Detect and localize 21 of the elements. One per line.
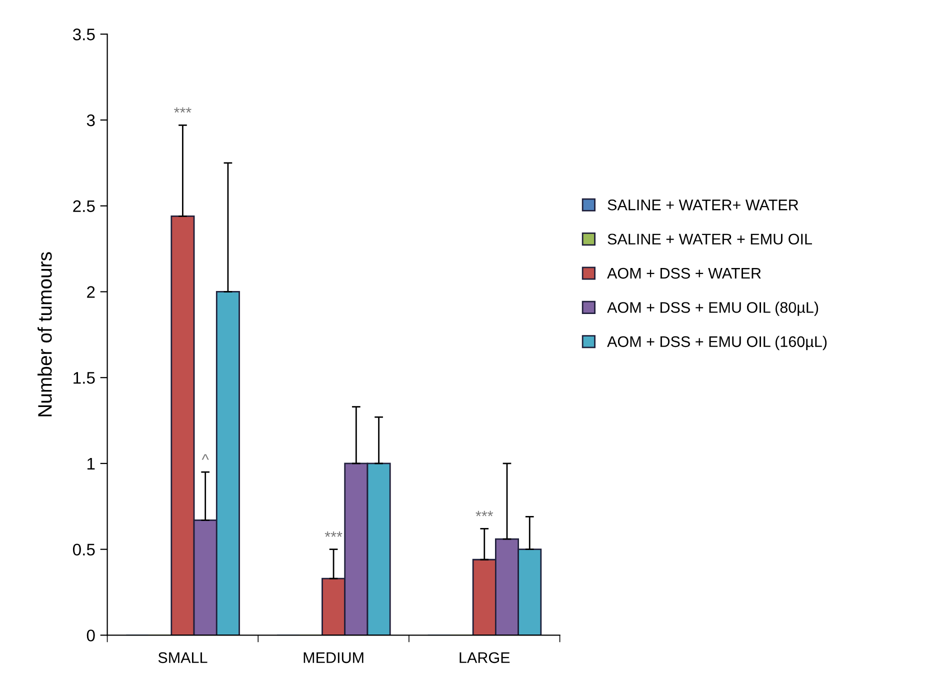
y-tick-label: 0.5 <box>72 544 95 556</box>
annotation: *** <box>324 531 342 537</box>
annotation: *** <box>174 107 192 113</box>
x-tick-label: SMALL <box>158 652 208 664</box>
y-tick-label: 3 <box>86 114 95 126</box>
y-tick-label: 0 <box>86 630 95 642</box>
y-axis-title: Number of tumours <box>38 252 52 416</box>
legend-label: AOM + DSS + EMU OIL (160µL) <box>607 336 827 350</box>
legend-label: SALINE + WATER+ WATER <box>608 200 798 210</box>
y-tick-label: 2.5 <box>73 200 95 212</box>
x-tick-label: LARGE <box>460 652 510 664</box>
legend-label: SALINE + WATER + EMU OIL <box>608 234 812 245</box>
annotation: *** <box>476 510 494 516</box>
legend-label: AOM + DSS + WATER <box>607 268 761 279</box>
y-tick-label: 2 <box>87 286 95 298</box>
y-tick-label: 3.5 <box>72 28 95 40</box>
legend-label: AOM + DSS + EMU OIL (80µL) <box>607 302 818 316</box>
annotation: ^ <box>202 454 209 460</box>
y-tick-label: 1.5 <box>74 372 95 384</box>
y-tick-label: 1 <box>87 458 95 470</box>
x-tick-label: MEDIUM <box>304 652 364 664</box>
